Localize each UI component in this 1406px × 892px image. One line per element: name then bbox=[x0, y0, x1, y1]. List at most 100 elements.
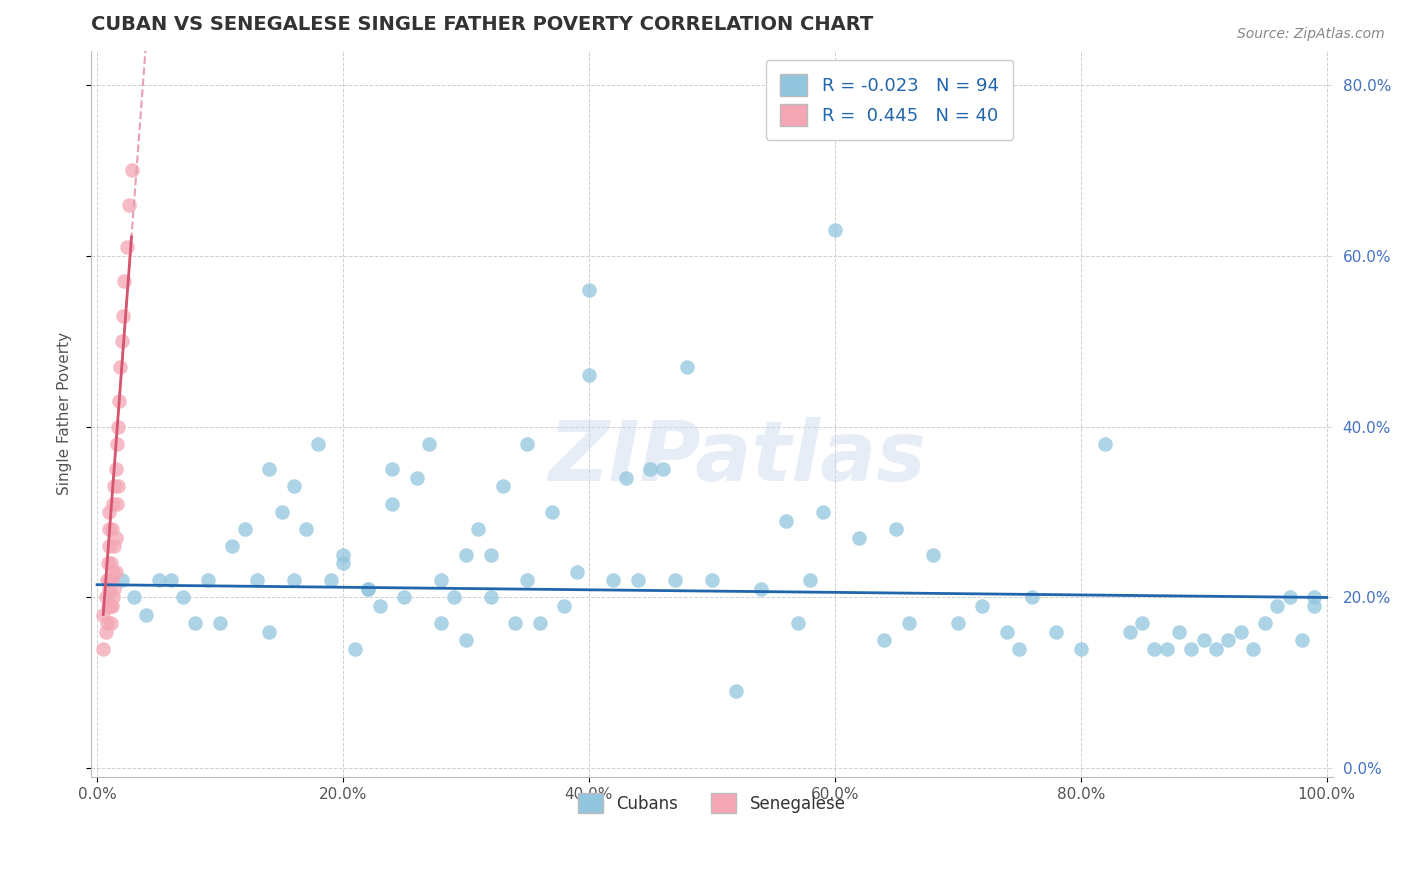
Point bbox=[664, 574, 686, 588]
Point bbox=[553, 599, 575, 613]
Point bbox=[197, 574, 219, 588]
Point bbox=[824, 223, 846, 237]
Point bbox=[1021, 591, 1043, 605]
Point bbox=[105, 497, 128, 511]
Point bbox=[787, 616, 810, 631]
Point bbox=[873, 633, 896, 648]
Point bbox=[1180, 641, 1202, 656]
Point bbox=[257, 624, 280, 639]
Point bbox=[91, 641, 114, 656]
Point bbox=[111, 309, 134, 323]
Point bbox=[100, 616, 122, 631]
Point bbox=[897, 616, 920, 631]
Point bbox=[602, 574, 624, 588]
Point bbox=[1070, 641, 1092, 656]
Point bbox=[1119, 624, 1142, 639]
Legend: Cubans, Senegalese: Cubans, Senegalese bbox=[565, 780, 859, 827]
Point bbox=[97, 557, 120, 571]
Point bbox=[884, 522, 907, 536]
Point bbox=[443, 591, 465, 605]
Point bbox=[467, 522, 489, 536]
Point bbox=[529, 616, 551, 631]
Point bbox=[160, 574, 183, 588]
Point bbox=[103, 582, 125, 596]
Point bbox=[105, 436, 128, 450]
Point bbox=[283, 479, 305, 493]
Point bbox=[121, 163, 143, 178]
Point bbox=[1241, 641, 1264, 656]
Point bbox=[97, 599, 120, 613]
Text: Source: ZipAtlas.com: Source: ZipAtlas.com bbox=[1237, 27, 1385, 41]
Point bbox=[516, 574, 538, 588]
Point bbox=[578, 368, 600, 383]
Point bbox=[283, 574, 305, 588]
Point bbox=[112, 275, 135, 289]
Point bbox=[1156, 641, 1178, 656]
Point bbox=[100, 599, 122, 613]
Point bbox=[454, 633, 477, 648]
Point bbox=[307, 436, 329, 450]
Point bbox=[246, 574, 269, 588]
Point bbox=[405, 471, 427, 485]
Point bbox=[676, 359, 699, 374]
Point bbox=[972, 599, 994, 613]
Point bbox=[100, 557, 122, 571]
Point bbox=[103, 539, 125, 553]
Point bbox=[995, 624, 1018, 639]
Point bbox=[627, 574, 650, 588]
Point bbox=[122, 591, 145, 605]
Point bbox=[172, 591, 194, 605]
Point bbox=[1267, 599, 1289, 613]
Point bbox=[257, 462, 280, 476]
Point bbox=[115, 240, 138, 254]
Point bbox=[541, 505, 564, 519]
Point bbox=[479, 591, 502, 605]
Point bbox=[148, 574, 170, 588]
Point bbox=[101, 574, 124, 588]
Point bbox=[104, 462, 127, 476]
Point bbox=[1143, 641, 1166, 656]
Point bbox=[101, 565, 124, 579]
Point bbox=[394, 591, 416, 605]
Point bbox=[110, 359, 132, 374]
Point bbox=[98, 505, 121, 519]
Point bbox=[922, 548, 945, 562]
Point bbox=[101, 522, 124, 536]
Point bbox=[91, 607, 114, 622]
Point bbox=[430, 616, 453, 631]
Point bbox=[208, 616, 231, 631]
Point bbox=[1168, 624, 1191, 639]
Point bbox=[725, 684, 748, 698]
Point bbox=[107, 419, 129, 434]
Point bbox=[492, 479, 515, 493]
Point bbox=[101, 599, 124, 613]
Point bbox=[96, 616, 118, 631]
Point bbox=[1045, 624, 1067, 639]
Point bbox=[111, 334, 134, 349]
Point bbox=[104, 565, 127, 579]
Point bbox=[107, 479, 129, 493]
Point bbox=[184, 616, 207, 631]
Point bbox=[1008, 641, 1031, 656]
Point bbox=[104, 531, 127, 545]
Text: CUBAN VS SENEGALESE SINGLE FATHER POVERTY CORRELATION CHART: CUBAN VS SENEGALESE SINGLE FATHER POVERT… bbox=[91, 15, 873, 34]
Point bbox=[811, 505, 834, 519]
Point bbox=[651, 462, 673, 476]
Point bbox=[1278, 591, 1301, 605]
Point bbox=[332, 548, 354, 562]
Point bbox=[94, 591, 117, 605]
Point bbox=[295, 522, 318, 536]
Point bbox=[233, 522, 256, 536]
Point bbox=[799, 574, 821, 588]
Point bbox=[101, 497, 124, 511]
Point bbox=[135, 607, 157, 622]
Point bbox=[356, 582, 378, 596]
Point bbox=[1094, 436, 1116, 450]
Point bbox=[98, 582, 121, 596]
Point bbox=[1218, 633, 1240, 648]
Point bbox=[103, 479, 125, 493]
Point bbox=[1229, 624, 1251, 639]
Point bbox=[479, 548, 502, 562]
Point bbox=[640, 462, 662, 476]
Point bbox=[221, 539, 243, 553]
